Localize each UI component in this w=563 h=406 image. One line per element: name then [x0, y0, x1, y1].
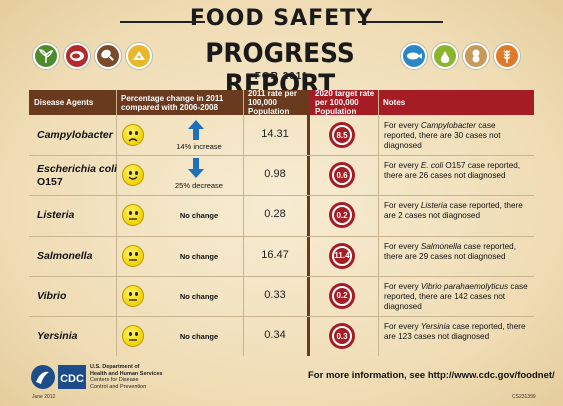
target-value: 8.5: [332, 125, 352, 145]
smile-face-icon: [122, 164, 144, 187]
title-top-wrap: FOOD SAFETY: [0, 6, 563, 31]
sprout-icon: [33, 43, 59, 69]
target-value: 0.6: [332, 165, 352, 186]
disease-agent: Campylobacter: [37, 129, 113, 141]
rate-2011: 14.31: [261, 128, 289, 140]
note-text: For every Yersinia case reported, there …: [384, 322, 526, 341]
meat-icon: [64, 43, 90, 69]
target-badge: 8.5: [329, 122, 355, 148]
row-divider: [29, 235, 534, 237]
target-badge: 11.4: [329, 242, 355, 269]
arrow-up-icon: [188, 120, 204, 140]
col-divider-thick: [307, 90, 310, 356]
dept-line4: Control and Prevention: [90, 383, 147, 390]
rate-2011: 0.33: [264, 288, 286, 301]
row-divider: [29, 155, 534, 157]
peanut-icon: [463, 43, 489, 69]
target-badge: 0.2: [329, 282, 355, 309]
rate-2011: 0.34: [264, 329, 286, 341]
cdc-logo-text: CDC: [60, 373, 84, 385]
publish-date: June 2012: [32, 394, 56, 400]
dept-line2: Health and Human Services: [90, 370, 163, 377]
cheese-icon: [126, 43, 152, 69]
col-divider: [243, 90, 244, 356]
change-text: No change: [179, 291, 219, 301]
frown-face-icon: [122, 124, 144, 146]
row-divider: [29, 275, 534, 277]
agent-name-italic: Escherichia coli: [37, 163, 117, 176]
change-text: No change: [179, 211, 219, 221]
disease-agent: Escherichia coli O157: [37, 163, 117, 189]
col-header-change: Percentage change in 2011 compared with …: [116, 90, 243, 115]
disease-agent: Vibrio: [37, 289, 67, 302]
disease-agent: Yersinia: [37, 330, 78, 342]
note-text: For every Campylobacter case reported, t…: [384, 121, 501, 150]
note-text: For every Salmonella case reported, ther…: [384, 241, 516, 261]
arrow-down-icon: [188, 158, 204, 179]
target-badge: 0.3: [329, 323, 355, 349]
col-header-target: 2020 target rate per 100,000 Population: [310, 89, 378, 116]
doc-code: CS231399: [512, 394, 536, 400]
poultry-leg-icon: [95, 43, 121, 69]
col-divider: [378, 90, 379, 356]
divider-left: [120, 21, 205, 23]
change-text: No change: [179, 332, 219, 341]
wheat-icon: [494, 43, 520, 69]
target-value: 0.2: [332, 285, 352, 306]
target-value: 0.2: [332, 205, 352, 226]
change-text: 14% increase: [176, 142, 222, 151]
target-value: 11.4: [332, 245, 352, 266]
neutral-face-icon: [122, 325, 144, 347]
dept-line3: Centers for Disease: [90, 377, 139, 383]
row-divider: [29, 316, 534, 317]
note-text: For every Vibrio parahaemolyticus case r…: [384, 281, 528, 311]
title-progress-report: PROGRESS REPORT: [205, 38, 355, 100]
target-value: 0.3: [332, 326, 352, 346]
subtitle-year: FOR 2011: [254, 71, 309, 82]
progress-table: Disease Agents Percentage change in 2011…: [29, 89, 534, 356]
disease-agent: Salmonella: [37, 249, 93, 262]
row-divider: [29, 195, 534, 197]
change-text: No change: [179, 251, 219, 261]
disease-agent: Listeria: [37, 209, 75, 222]
hhs-cdc-logo: CDC: [31, 362, 87, 397]
pear-icon: [432, 43, 458, 69]
neutral-face-icon: [122, 284, 144, 307]
target-badge: 0.2: [329, 202, 355, 229]
col-header-agent: Disease Agents: [29, 90, 116, 115]
change-text: 25% decrease: [175, 181, 223, 191]
rate-2011: 0.28: [264, 208, 286, 221]
note-text: For every Listeria case reported, there …: [384, 201, 523, 221]
neutral-face-icon: [122, 244, 144, 267]
agent-name-suffix: O157: [37, 176, 63, 189]
neutral-face-icon: [122, 204, 144, 227]
col-header-rate: 2011 rate per 100,000 Population: [243, 89, 307, 116]
note-text: For every E. coli O157 case reported, th…: [384, 161, 521, 181]
rate-2011: 16.47: [261, 248, 289, 261]
title-food-safety: FOOD SAFETY: [189, 6, 374, 31]
more-info-link[interactable]: For more information, see http://www.cdc…: [308, 370, 555, 381]
rate-2011: 0.98: [264, 168, 286, 181]
dept-line1: U.S. Department of: [90, 364, 140, 370]
col-header-notes: Notes: [378, 90, 534, 115]
target-badge: 0.6: [329, 162, 355, 189]
divider-right: [358, 21, 443, 23]
col-divider: [116, 90, 117, 356]
dept-block: U.S. Department of Health and Human Serv…: [90, 364, 162, 390]
fish-icon: [401, 43, 427, 69]
